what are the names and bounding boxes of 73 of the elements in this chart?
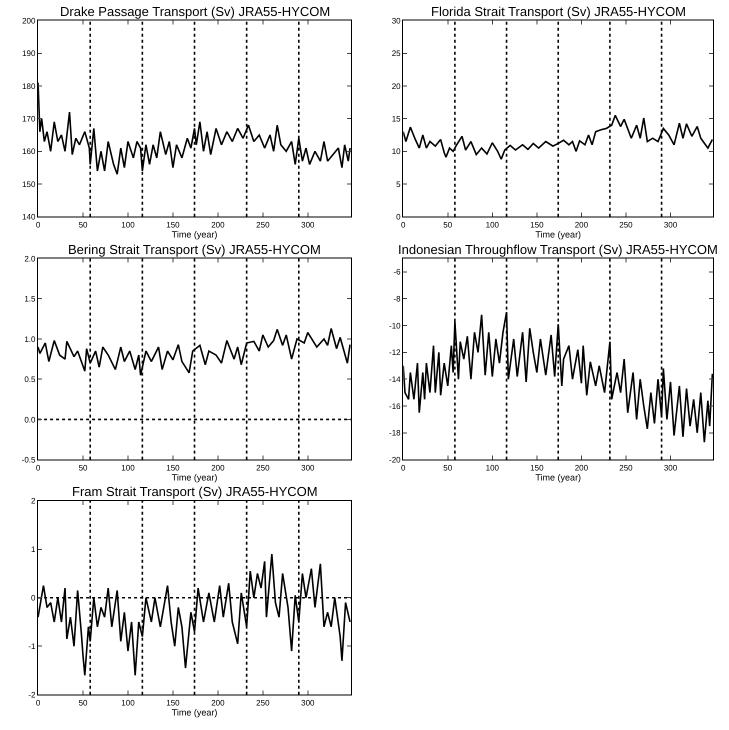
chart-title: Drake Passage Transport (Sv) JRA55-HYCOM [60,4,330,19]
x-tick-label: 300 [664,463,678,472]
x-tick-label: 200 [211,463,226,472]
x-tick-label: 100 [121,463,136,472]
x-axis-title: Time (year) [172,472,218,482]
y-tick-label: -12 [389,348,402,358]
x-tick-label: 250 [619,463,634,472]
x-tick-label: 200 [574,463,589,472]
x-axis-title: Time (year) [535,472,582,482]
x-tick-label: 100 [486,463,500,472]
x-tick-label: 250 [619,220,634,230]
x-tick-label: 100 [486,220,500,230]
y-tick-label: 140 [22,212,36,222]
y-tick-label: 200 [22,16,36,26]
x-tick-label: 150 [166,220,180,230]
y-tick-label: -14 [389,375,402,384]
y-tick-label: 5 [396,180,402,189]
y-tick-label: 0 [31,594,36,603]
y-tick-label: 190 [22,49,36,58]
x-tick-label: 300 [301,463,316,472]
y-tick-label: 0.5 [24,375,36,384]
y-tick-label: -0.5 [22,455,36,464]
chart-title: Bering Strait Transport (Sv) JRA55-HYCOM [68,242,321,257]
x-tick-label: 50 [443,463,453,472]
x-tick-label: 200 [211,220,226,230]
y-tick-label: 0.0 [24,415,36,424]
x-tick-label: 100 [121,220,136,230]
y-tick-label: 25 [392,49,402,58]
y-tick-label: 15 [392,114,402,124]
x-tick-label: 100 [121,698,136,708]
y-tick-label: 170 [22,114,36,124]
y-tick-label: -8 [393,294,402,304]
x-tick-label: 50 [78,698,88,708]
y-tick-label: 150 [22,180,36,189]
x-tick-label: 50 [443,220,453,230]
x-tick-label: 300 [301,220,316,230]
chart-title: Indonesian Throughflow Transport (Sv) JRA55-HYCOM [398,242,718,257]
y-tick-label: 0 [396,212,402,222]
y-tick-label: -18 [389,428,402,438]
x-axis-title: Time (year) [172,707,218,718]
x-tick-label: 50 [78,220,88,230]
y-tick-label: 160 [22,147,36,156]
y-tick-label: 2 [31,496,36,506]
chart-title: Fram Strait Transport (Sv) JRA55-HYCOM [72,484,318,499]
x-tick-label: 150 [530,463,544,472]
y-tick-label: -20 [389,455,402,464]
x-tick-label: 300 [664,220,678,230]
y-tick-label: 1.0 [24,334,36,344]
x-axis-title: Time (year) [172,229,218,240]
y-tick-label: 180 [22,82,36,91]
x-tick-label: 200 [574,220,589,230]
y-tick-label: 1.5 [24,294,36,304]
y-tick-label: -1 [28,642,36,652]
x-tick-label: 150 [530,220,544,230]
x-tick-label: 250 [256,463,270,472]
y-tick-label: -6 [393,268,402,277]
x-tick-label: 150 [166,463,180,472]
y-tick-label: 10 [392,147,402,156]
x-tick-label: 150 [166,698,180,708]
x-axis-title: Time (year) [535,229,582,240]
x-tick-label: 250 [256,698,270,708]
x-tick-label: 50 [78,463,88,472]
x-tick-label: 300 [301,698,316,708]
y-tick-label: 2.0 [24,254,36,264]
y-tick-label: -16 [389,402,402,411]
chart-title: Florida Strait Transport (Sv) JRA55-HYCOM [431,4,686,19]
x-tick-label: 200 [211,698,226,708]
y-tick-label: 30 [392,16,402,26]
y-tick-label: 1 [31,545,36,554]
x-tick-label: 250 [256,220,270,230]
y-tick-label: -10 [389,321,402,330]
y-tick-label: -2 [28,690,36,700]
y-tick-label: 20 [392,82,402,91]
